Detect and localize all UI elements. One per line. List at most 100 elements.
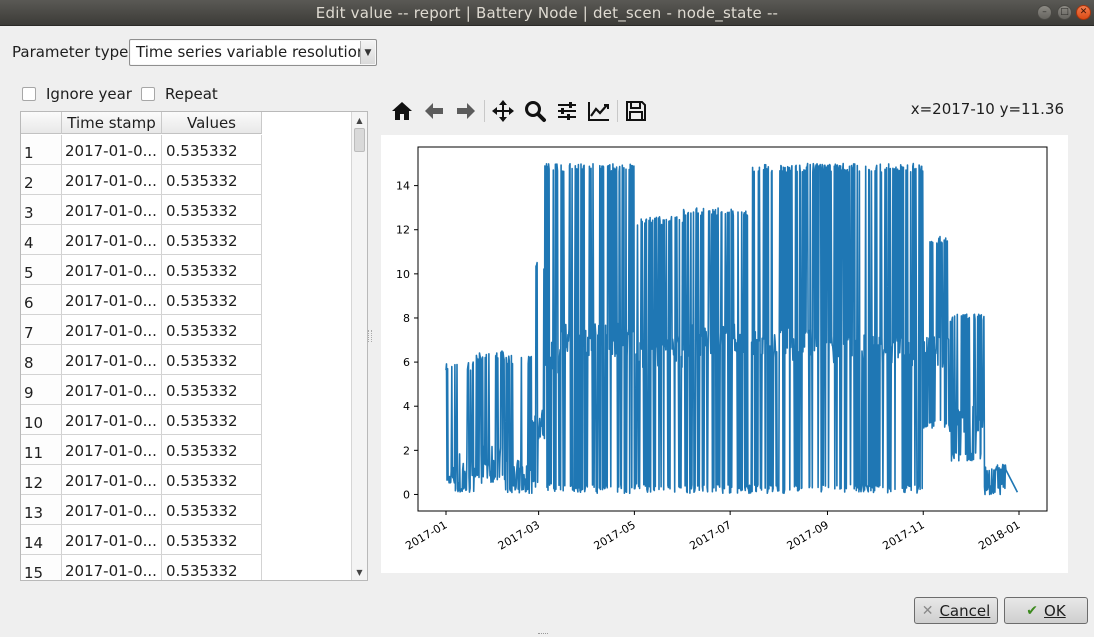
value-cell[interactable]: 0.535332 [162,435,262,465]
pan-icon[interactable] [489,97,517,125]
x-tick-label: 2018-01 [976,518,1022,552]
empty-cell [262,345,352,375]
value-cell[interactable]: 0.535332 [162,315,262,345]
resize-grip[interactable] [538,633,548,636]
checkmark-icon: ✔ [1026,602,1039,619]
value-cell[interactable]: 0.535332 [162,135,262,165]
row-number-cell: 12 [21,465,62,495]
row-number-cell: 6 [21,285,62,315]
empty-cell [262,225,352,255]
table-row[interactable]: 1 2017-01-0... 0.535332 [21,135,352,165]
table-row[interactable]: 7 2017-01-0... 0.535332 [21,315,352,345]
value-cell[interactable]: 0.535332 [162,285,262,315]
row-number-header [21,112,62,134]
ignore-year-label: Ignore year [46,85,132,103]
timestamp-cell[interactable]: 2017-01-0... [62,315,162,345]
plot-toolbar [388,96,654,126]
edit-axis-icon[interactable] [585,97,613,125]
time-stamp-header[interactable]: Time stamp [62,112,162,134]
cancel-button[interactable]: ✕ Cancel [914,597,998,624]
ignore-year-checkbox[interactable]: Ignore year [22,85,132,103]
configure-subplots-icon[interactable] [553,97,581,125]
values-header[interactable]: Values [162,112,262,134]
parameter-type-select[interactable]: Time series variable resolution ▼ [129,39,377,66]
splitter-handle[interactable] [368,330,372,342]
value-cell[interactable]: 0.535332 [162,345,262,375]
table-row[interactable]: 8 2017-01-0... 0.535332 [21,345,352,375]
value-cell[interactable]: 0.535332 [162,255,262,285]
cancel-label: Cancel [939,601,991,620]
plot-canvas[interactable]: 0 2 4 6 8 10 12 14 2017-01 2017-03 2017-05 2017-07 2… [381,135,1068,573]
timestamp-cell[interactable]: 2017-01-0... [62,195,162,225]
chevron-down-icon[interactable]: ▼ [360,41,375,64]
row-number-cell: 5 [21,255,62,285]
value-cell[interactable]: 0.535332 [162,465,262,495]
table-row[interactable]: 10 2017-01-0... 0.535332 [21,405,352,435]
table-row[interactable]: 13 2017-01-0... 0.535332 [21,495,352,525]
scroll-down-icon[interactable]: ▼ [356,567,363,577]
row-number-cell: 13 [21,495,62,525]
empty-cell [262,285,352,315]
row-number-cell: 14 [21,525,62,555]
empty-cell [262,195,352,225]
value-cell[interactable]: 0.535332 [162,225,262,255]
value-cell[interactable]: 0.535332 [162,555,262,580]
home-icon[interactable] [388,97,416,125]
value-cell[interactable]: 0.535332 [162,195,262,225]
repeat-checkbox[interactable]: Repeat [141,85,218,103]
value-cell[interactable]: 0.535332 [162,405,262,435]
toolbar-separator [617,100,618,122]
x-tick-label: 2017-09 [785,518,831,552]
maximize-icon[interactable]: □ [1057,5,1072,20]
y-tick-label: 6 [403,356,410,369]
table-row[interactable]: 6 2017-01-0... 0.535332 [21,285,352,315]
timestamp-cell[interactable]: 2017-01-0... [62,375,162,405]
table-row[interactable]: 3 2017-01-0... 0.535332 [21,195,352,225]
checkbox-box[interactable] [22,87,36,101]
timestamp-cell[interactable]: 2017-01-0... [62,345,162,375]
timestamp-cell[interactable]: 2017-01-0... [62,465,162,495]
timestamp-cell[interactable]: 2017-01-0... [62,165,162,195]
value-cell[interactable]: 0.535332 [162,375,262,405]
x-tick-label: 2017-01 [403,518,449,552]
table-row[interactable]: 11 2017-01-0... 0.535332 [21,435,352,465]
value-cell[interactable]: 0.535332 [162,525,262,555]
table-row[interactable]: 12 2017-01-0... 0.535332 [21,465,352,495]
value-cell[interactable]: 0.535332 [162,495,262,525]
timestamp-cell[interactable]: 2017-01-0... [62,285,162,315]
timestamp-cell[interactable]: 2017-01-0... [62,255,162,285]
timestamp-cell[interactable]: 2017-01-0... [62,495,162,525]
back-icon[interactable] [420,97,448,125]
scroll-thumb[interactable] [354,128,365,152]
ok-button[interactable]: ✔ OK [1004,597,1088,624]
timestamp-cell[interactable]: 2017-01-0... [62,135,162,165]
table-row[interactable]: 5 2017-01-0... 0.535332 [21,255,352,285]
table-row[interactable]: 2 2017-01-0... 0.535332 [21,165,352,195]
table-row[interactable]: 9 2017-01-0... 0.535332 [21,375,352,405]
timestamp-cell[interactable]: 2017-01-0... [62,435,162,465]
scroll-up-icon[interactable]: ▲ [356,115,363,125]
parameter-type-label: Parameter type [12,43,129,61]
time-series-table[interactable]: Time stamp Values 1 2017-01-0... 0.535332 2… [20,111,368,581]
timestamp-cell[interactable]: 2017-01-0... [62,405,162,435]
line-chart[interactable]: 0 2 4 6 8 10 12 14 2017-01 2017-03 2017-05 2017-07 2… [381,135,1068,573]
empty-cell [262,465,352,495]
ok-label: OK [1044,601,1066,620]
close-icon[interactable]: ✕ [1076,5,1091,20]
save-icon[interactable] [622,97,650,125]
value-cell[interactable]: 0.535332 [162,165,262,195]
timestamp-cell[interactable]: 2017-01-0... [62,525,162,555]
y-tick-label: 10 [396,268,410,281]
table-row[interactable]: 4 2017-01-0... 0.535332 [21,225,352,255]
minimize-icon[interactable]: – [1037,5,1052,20]
table-row[interactable]: 15 2017-01-0... 0.535332 [21,555,352,580]
forward-icon[interactable] [452,97,480,125]
series-line [445,162,1019,496]
checkbox-box[interactable] [141,87,155,101]
timestamp-cell[interactable]: 2017-01-0... [62,225,162,255]
toolbar-separator [484,100,485,122]
zoom-icon[interactable] [521,97,549,125]
table-row[interactable]: 14 2017-01-0... 0.535332 [21,525,352,555]
table-scrollbar[interactable]: ▲ ▼ [351,112,367,580]
timestamp-cell[interactable]: 2017-01-0... [62,555,162,580]
